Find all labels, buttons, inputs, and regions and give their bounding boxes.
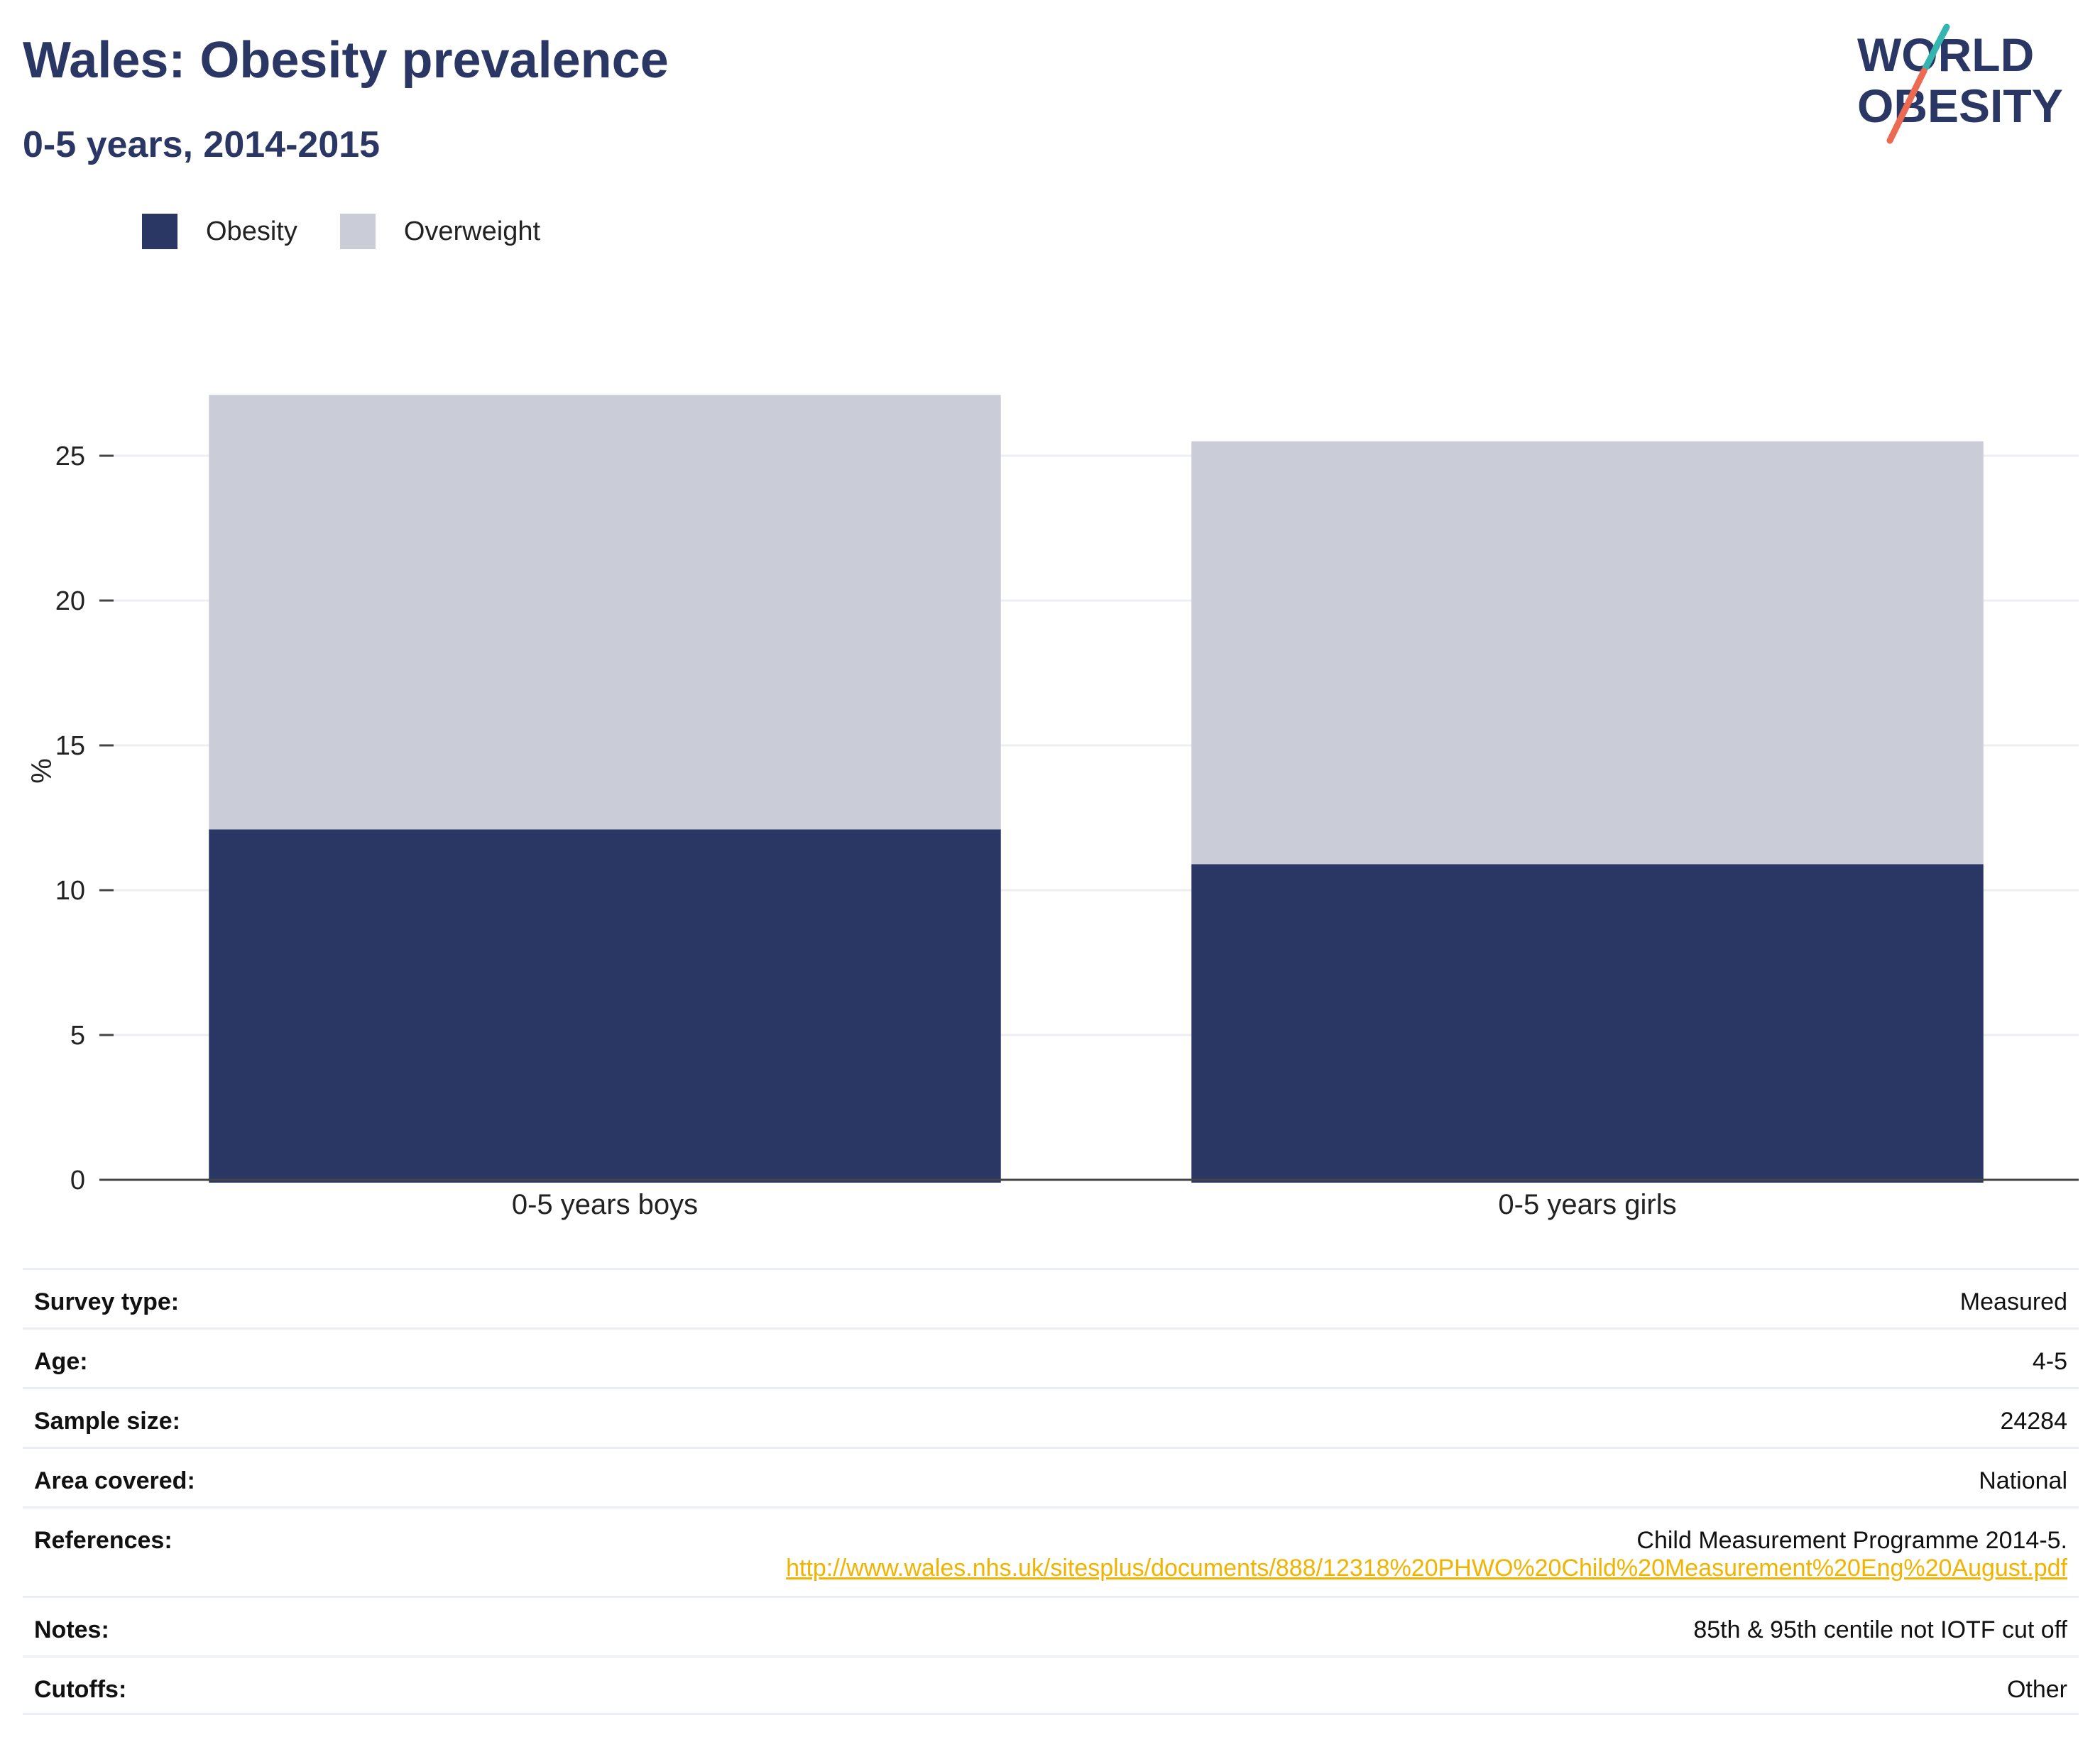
info-value: Child Measurement Programme 2014-5. http:… [786,1527,2067,1582]
info-value: 24284 [2000,1408,2067,1435]
info-value-text: National [1979,1467,2067,1494]
info-value-text: Other [2006,1676,2067,1703]
info-label: Cutoffs: [34,1676,127,1703]
info-row: Cutoffs: Other [23,1655,2079,1715]
info-row: Area covered: National [23,1447,2079,1506]
logo-slash-coral [1886,67,1927,144]
info-label: Age: [34,1348,88,1375]
logo-text-obesity: OBESITY [1857,80,2063,132]
info-value-text: 4-5 [2032,1348,2067,1375]
info-value-text: Child Measurement Programme 2014-5. [1636,1527,2067,1554]
logo-text-world: WORLD [1857,28,2034,81]
legend-item-overweight[interactable]: Overweight [339,214,541,249]
y-axis-label: % [26,758,58,784]
info-row: References: Child Measurement Programme 2… [23,1506,2079,1596]
world-obesity-logo[interactable]: WORLD OBESITY [1846,21,2087,149]
chart-legend: Obesity Overweight [142,210,583,253]
info-label: Area covered: [34,1467,195,1494]
legend-label-overweight: Overweight [403,216,541,246]
legend-swatch-obesity [142,214,177,249]
info-label: Sample size: [34,1408,180,1435]
chart-title: Wales: Obesity prevalence [23,32,669,89]
info-value: National [1979,1467,2067,1495]
bar-overweight-1 [1191,441,1984,865]
y-tick-label-0: 0 [70,1166,85,1195]
info-value: 4-5 [2033,1348,2067,1376]
y-tick-label-10: 10 [55,876,85,906]
y-tick-label-5: 5 [70,1021,85,1051]
legend-swatch-overweight [339,214,376,249]
bar-overweight-0 [209,395,1001,830]
info-value: 85th & 95th centile not IOTF cut off [1693,1616,2067,1644]
y-tick-label-20: 20 [55,586,85,616]
chart-subtitle: 0-5 years, 2014-2015 [23,124,381,165]
x-tick-label-0: 0-5 years boys [512,1189,698,1220]
info-value-text: 24284 [2000,1408,2067,1435]
info-row: Age: 4-5 [23,1327,2079,1387]
info-label: References: [34,1527,173,1554]
bar-obesity-1 [1191,864,1984,1183]
survey-info-table: Survey type: Measured Age: 4-5 Sample size: 2… [23,1268,2079,1715]
info-value: Other [2007,1676,2067,1704]
info-row: Survey type: Measured [23,1268,2079,1327]
bar-chart: 0 5 10 15 20 25% 0-5 years boys 0-5 years girls [26,395,2079,1220]
info-value-text: Measured [1959,1288,2067,1315]
reference-link[interactable]: http://www.wales.nhs.uk/sitesplus/docume… [786,1555,2067,1582]
info-label: Notes: [34,1616,109,1643]
x-tick-label-1: 0-5 years girls [1498,1189,1676,1220]
info-label: Survey type: [34,1288,180,1315]
y-tick-label-15: 15 [55,731,85,761]
legend-label-obesity: Obesity [206,216,297,246]
legend-item-obesity[interactable]: Obesity [142,214,297,249]
info-value-text: 85th & 95th centile not IOTF cut off [1693,1616,2067,1643]
logo-slash-teal [1922,23,1950,72]
info-value: Measured [1960,1288,2067,1316]
y-tick-label-25: 25 [55,442,85,471]
bar-obesity-0 [209,829,1001,1183]
info-row: Sample size: 24284 [23,1387,2079,1447]
info-row: Notes: 85th & 95th centile not IOTF cut o… [23,1596,2079,1655]
